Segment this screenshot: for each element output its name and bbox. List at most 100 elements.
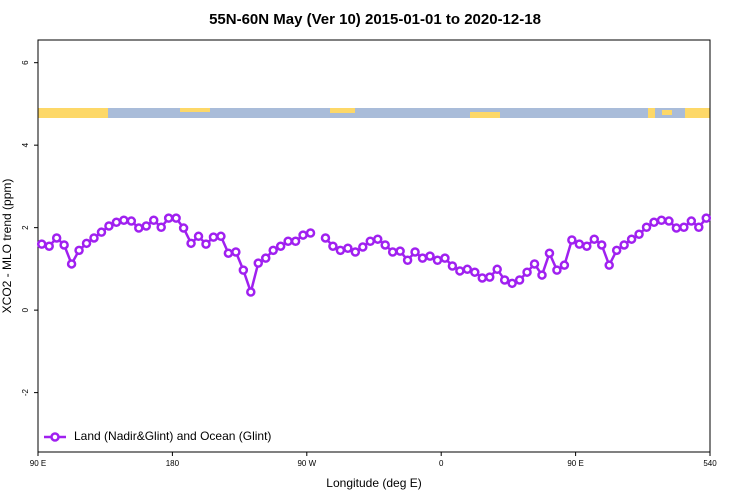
data-point bbox=[126, 216, 137, 226]
data-point bbox=[66, 259, 77, 269]
data-point bbox=[395, 246, 405, 256]
data-point bbox=[298, 230, 308, 240]
data-point bbox=[611, 245, 622, 256]
data-point bbox=[148, 215, 159, 225]
data-point bbox=[402, 255, 413, 265]
data-point bbox=[290, 236, 301, 247]
data-point bbox=[111, 217, 122, 228]
data-point bbox=[51, 233, 62, 243]
x-tick-label: 180 bbox=[166, 459, 180, 468]
x-tick-label: 90 W bbox=[297, 459, 316, 468]
data-point bbox=[664, 216, 674, 226]
land-band bbox=[662, 110, 672, 115]
data-point bbox=[604, 260, 614, 270]
data-point bbox=[694, 222, 704, 232]
data-point bbox=[81, 238, 92, 249]
plot-frame bbox=[37, 39, 711, 453]
data-point bbox=[634, 229, 644, 239]
data-point bbox=[507, 278, 517, 289]
data-point bbox=[514, 275, 525, 285]
data-point bbox=[141, 221, 152, 231]
data-point bbox=[343, 243, 353, 254]
data-point bbox=[425, 251, 435, 261]
data-point bbox=[328, 241, 338, 251]
data-point bbox=[260, 253, 271, 263]
data-point bbox=[522, 267, 532, 277]
land-ocean-strip bbox=[38, 108, 710, 118]
data-point bbox=[104, 221, 114, 231]
data-point bbox=[440, 253, 450, 263]
y-axis-label: XCO2 - MLO trend (ppm) bbox=[0, 179, 14, 314]
data-point bbox=[96, 227, 107, 237]
data-point bbox=[671, 223, 682, 233]
data-point bbox=[544, 248, 555, 258]
data-point bbox=[335, 245, 346, 256]
data-point bbox=[156, 222, 166, 232]
data-point bbox=[477, 273, 488, 283]
data-point bbox=[178, 223, 189, 233]
data-point bbox=[350, 247, 361, 257]
data-point bbox=[44, 241, 54, 251]
data-point bbox=[484, 272, 495, 282]
data-point bbox=[268, 245, 278, 256]
x-tick-label: 0 bbox=[439, 459, 444, 468]
data-point bbox=[193, 231, 204, 242]
y-tick-label: 6 bbox=[21, 60, 30, 65]
ocean-band bbox=[108, 108, 148, 118]
data-point bbox=[231, 247, 241, 257]
land-band bbox=[330, 108, 355, 113]
data-point bbox=[417, 253, 428, 263]
data-point bbox=[596, 240, 607, 250]
ocean-band bbox=[148, 108, 648, 118]
y-tick-label: -2 bbox=[21, 389, 30, 397]
y-tick-label: 2 bbox=[21, 225, 30, 230]
data-point bbox=[246, 287, 256, 297]
data-point bbox=[36, 239, 47, 249]
data-point bbox=[447, 261, 458, 271]
data-point bbox=[589, 234, 600, 244]
x-axis-label: Longitude (deg E) bbox=[326, 476, 421, 490]
data-point bbox=[701, 213, 712, 223]
legend-label: Land (Nadir&Glint) and Ocean (Glint) bbox=[74, 429, 271, 443]
x-tick-label: 90 E bbox=[567, 459, 583, 468]
data-point bbox=[283, 236, 293, 247]
data-point bbox=[649, 217, 659, 228]
data-point bbox=[462, 264, 473, 275]
data-point bbox=[537, 270, 547, 280]
data-point bbox=[529, 259, 540, 269]
data-point bbox=[679, 222, 689, 232]
data-point bbox=[626, 234, 637, 244]
data-point bbox=[275, 241, 286, 251]
data-point bbox=[358, 242, 368, 252]
data-point bbox=[216, 231, 226, 242]
data-point bbox=[171, 213, 181, 223]
data-point bbox=[574, 239, 585, 249]
data-point bbox=[387, 247, 398, 257]
chart-title: 55N-60N May (Ver 10) 2015-01-01 to 2020-… bbox=[209, 11, 541, 28]
data-point bbox=[163, 213, 174, 223]
data-point bbox=[365, 236, 376, 247]
data-point bbox=[455, 266, 465, 276]
data-point bbox=[492, 264, 502, 275]
data-point bbox=[253, 258, 264, 268]
data-point bbox=[89, 233, 99, 243]
data-point bbox=[619, 240, 629, 250]
data-point bbox=[656, 215, 667, 225]
data-point bbox=[208, 232, 219, 242]
data-point bbox=[499, 275, 510, 285]
x-tick-label: 540 bbox=[703, 459, 717, 468]
data-point bbox=[432, 255, 443, 265]
data-point bbox=[552, 265, 562, 275]
land-band bbox=[180, 108, 210, 112]
data-point bbox=[380, 240, 390, 250]
data-point bbox=[567, 235, 577, 245]
data-point bbox=[305, 228, 316, 238]
y-tick-label: 0 bbox=[21, 307, 30, 312]
data-point bbox=[74, 245, 84, 256]
data-point bbox=[320, 233, 331, 243]
data-point bbox=[641, 222, 652, 232]
data-point bbox=[559, 260, 570, 270]
y-tick-label: 4 bbox=[21, 142, 30, 147]
